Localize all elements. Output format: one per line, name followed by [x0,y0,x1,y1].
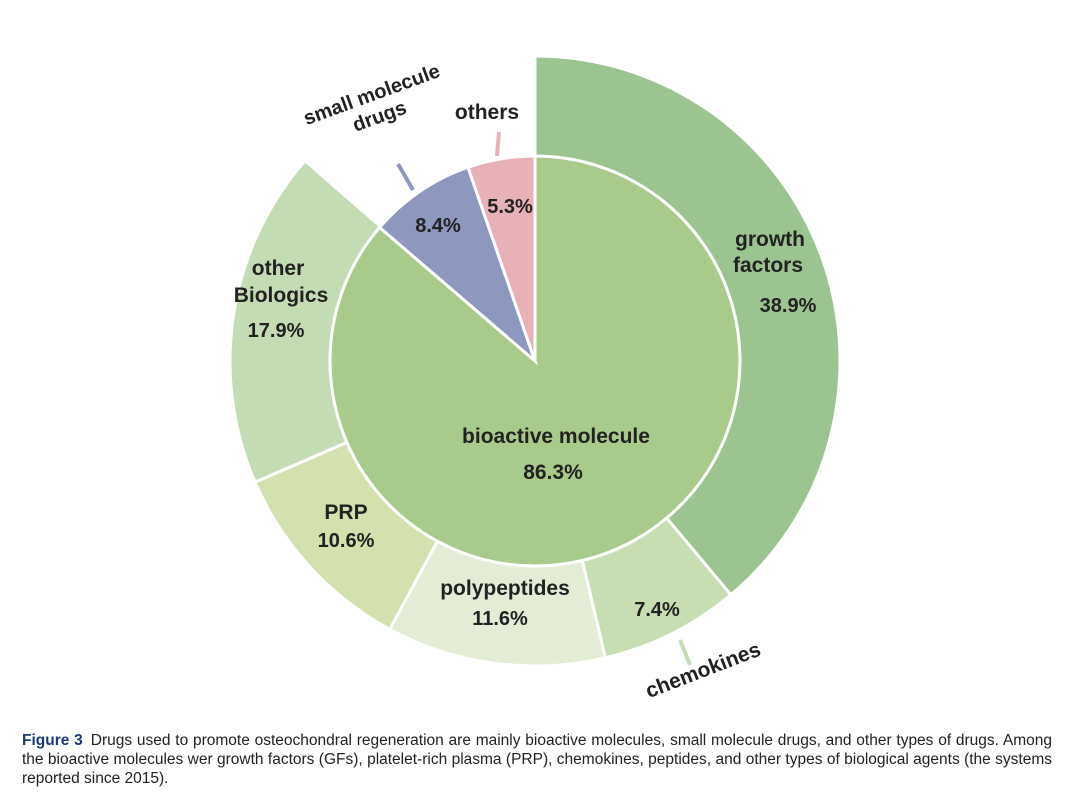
outer-slice-other-biologics [228,158,383,485]
leader-others [495,131,501,157]
label-polypeptides-name: polypeptides [440,577,570,600]
label-chemokines-name: chemokines [642,638,764,703]
label-small-molecule-value: 8.4% [415,215,461,237]
caption-text: Drugs used to promote osteochondral rege… [22,732,1053,787]
nested-donut-chart: bioactive molecule 86.3% 8.4% 5.3% small… [228,54,842,703]
label-chemokines-value: 7.4% [634,599,680,621]
leader-chemokines [678,639,692,666]
inner-slice-small-molecule-drugs [377,165,539,366]
label-other-biologics-line1: other [252,257,305,280]
label-growth-factors-line1: growth [735,228,805,251]
outer-ring [228,54,842,668]
figure-label: Figure 3 [22,732,83,749]
label-polypeptides-value: 11.6% [472,608,528,630]
inner-ring [328,154,742,568]
label-prp-value: 10.6% [318,530,375,552]
label-prp-name: PRP [324,501,367,524]
label-other-biologics-line2: Biologics [234,284,329,307]
outer-slice-growth-factors [533,54,842,597]
label-bioactive-name: bioactive molecule [462,425,650,448]
label-others-value: 5.3% [487,196,533,218]
label-others-name: others [455,101,519,124]
label-bioactive-value: 86.3% [523,461,583,484]
figure-caption: Figure 3 Drugs used to promote osteochond… [22,731,1052,788]
leader-small-molecule [396,163,415,191]
label-other-biologics-value: 17.9% [248,320,305,342]
label-growth-factors-value: 38.9% [760,295,817,317]
label-growth-factors-line2: factors [733,254,803,277]
